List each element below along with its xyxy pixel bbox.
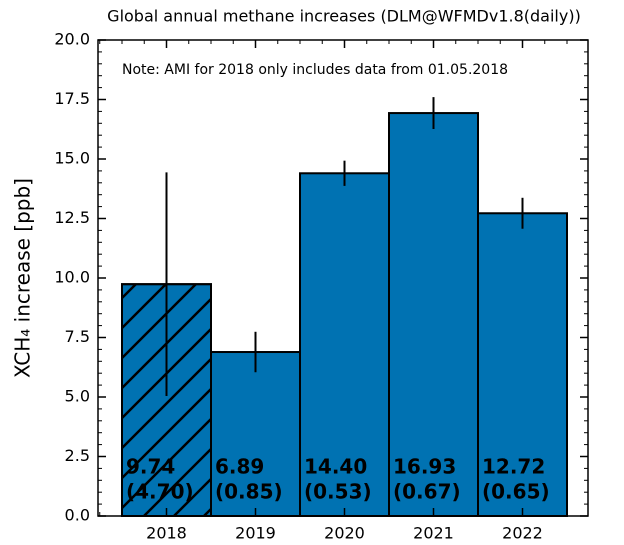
x-tick-label: 2022 — [502, 524, 543, 543]
value-label: 6.89 — [215, 455, 264, 479]
x-tick-label: 2020 — [324, 524, 365, 543]
value-label: 16.93 — [393, 455, 456, 479]
chart-title: Global annual methane increases (DLM@WFM… — [107, 7, 581, 26]
y-tick-label: 7.5 — [65, 327, 90, 346]
error-label: (0.53) — [304, 480, 372, 504]
x-tick-label: 2018 — [146, 524, 187, 543]
value-label: 14.40 — [304, 455, 367, 479]
error-label: (0.67) — [393, 480, 461, 504]
y-tick-label: 15.0 — [54, 149, 90, 168]
value-label: 9.74 — [126, 455, 175, 479]
error-label: (0.85) — [215, 480, 283, 504]
y-tick-label: 20.0 — [54, 30, 90, 49]
x-tick-label: 2021 — [413, 524, 454, 543]
error-label: (4.70) — [126, 480, 194, 504]
y-tick-label: 10.0 — [54, 268, 90, 287]
error-label: (0.65) — [482, 480, 550, 504]
y-tick-label: 17.5 — [54, 89, 90, 108]
bar — [299, 172, 390, 517]
y-tick-label: 12.5 — [54, 208, 90, 227]
annotation: Note: AMI for 2018 only includes data fr… — [122, 62, 508, 78]
y-axis-label: XCH₄ increase [ppb] — [11, 178, 35, 378]
y-tick-label: 5.0 — [65, 387, 90, 406]
y-tick-label: 2.5 — [65, 446, 90, 465]
x-tick-label: 2019 — [235, 524, 276, 543]
plot-frame — [97, 39, 589, 517]
value-label: 12.72 — [482, 455, 545, 479]
y-tick-label: 0.0 — [65, 506, 90, 525]
bar — [477, 212, 568, 517]
